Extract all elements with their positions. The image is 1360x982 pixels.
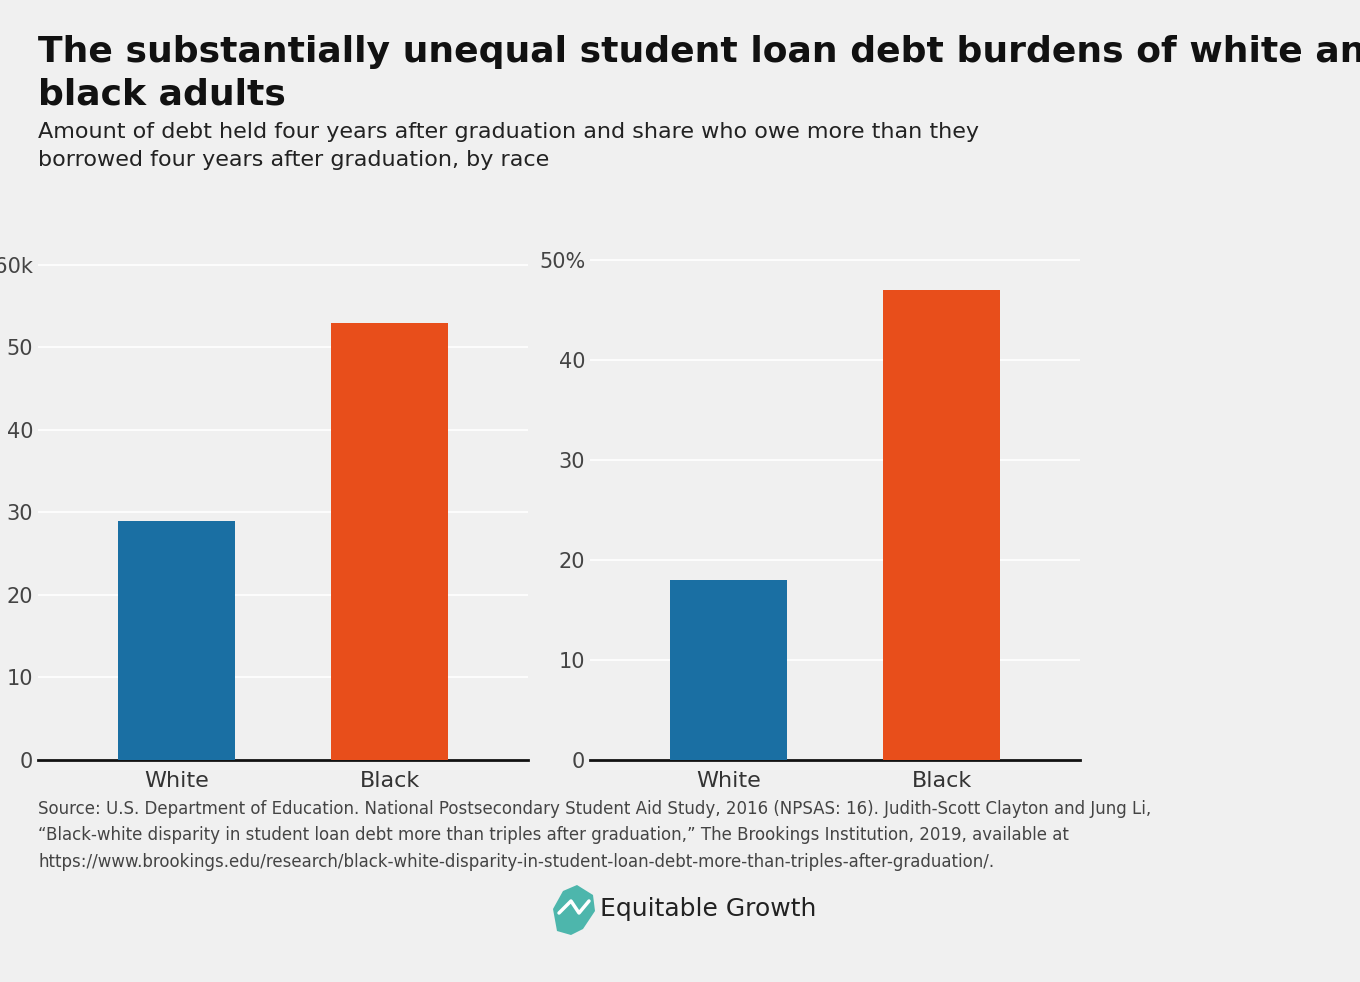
Bar <box>670 580 787 760</box>
Text: Amount of debt held four years after graduation and share who owe more than they: Amount of debt held four years after gra… <box>38 122 979 142</box>
Bar <box>883 290 1000 760</box>
Text: Equitable Growth: Equitable Growth <box>600 897 816 921</box>
Polygon shape <box>554 885 596 935</box>
Bar <box>330 322 447 760</box>
Text: borrowed four years after graduation, by race: borrowed four years after graduation, by… <box>38 150 549 170</box>
Text: black adults: black adults <box>38 77 286 111</box>
Bar <box>118 520 235 760</box>
Text: The substantially unequal student loan debt burdens of white and: The substantially unequal student loan d… <box>38 35 1360 69</box>
Text: Source: U.S. Department of Education. National Postsecondary Student Aid Study, : Source: U.S. Department of Education. Na… <box>38 800 1152 871</box>
